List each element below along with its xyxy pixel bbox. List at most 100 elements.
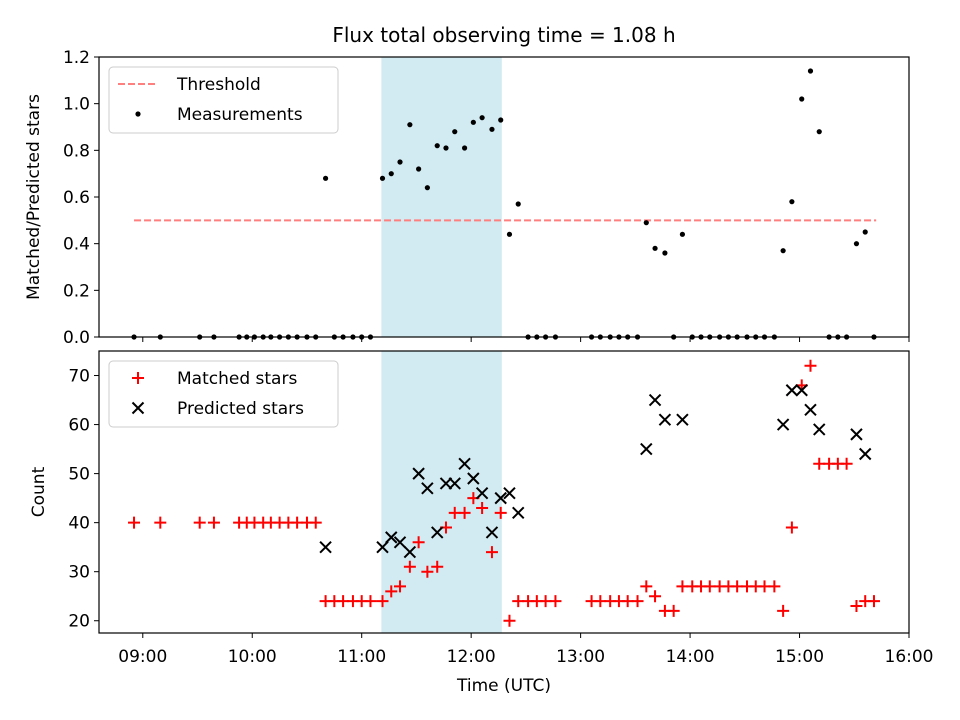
measurement-point [652, 245, 658, 251]
measurement-point [461, 145, 468, 151]
y-tick-label: 40 [68, 514, 90, 534]
predicted-star-point [776, 418, 790, 431]
matched-star-point [476, 501, 489, 514]
measurement-point [506, 231, 513, 237]
predicted-star-point [795, 384, 808, 397]
matched-star-point [421, 565, 434, 578]
predicted-star-point [850, 428, 863, 441]
measurement-point [470, 119, 476, 125]
legend: Matched stars Predicted stars [108, 360, 339, 428]
measurement-point [479, 115, 485, 121]
predicted-star-point [640, 442, 653, 456]
predicted-star-point [475, 487, 489, 500]
measurement-point [388, 171, 394, 177]
predicted-star-point [485, 526, 499, 539]
legend-x-swatch [131, 401, 145, 415]
predicted-star-point [412, 467, 425, 480]
predicted-star-point [421, 482, 434, 495]
matched-star-point [431, 560, 444, 573]
predicted-star-point [494, 491, 507, 505]
y-tick-label: 0.8 [63, 141, 90, 161]
measurement-point [452, 129, 458, 135]
matched-star-point [485, 546, 498, 559]
y-tick-label: 20 [68, 612, 90, 632]
matched-star-point [667, 604, 680, 617]
measurement-point [379, 175, 386, 181]
predicted-star-point [467, 472, 480, 485]
measurement-point [789, 199, 795, 205]
matched-star-point [640, 580, 653, 593]
matched-star-point [207, 516, 220, 529]
y-tick-label: 0.0 [63, 328, 90, 348]
plot-frame [98, 350, 910, 634]
legend-box [108, 360, 339, 428]
measurement-point [780, 248, 786, 254]
y-tick-label: 0.2 [63, 281, 90, 301]
predicted-star-point [393, 536, 407, 549]
matched-star-point [309, 516, 322, 529]
predicted-star-point [376, 540, 389, 554]
y-axis-label: Count [29, 466, 49, 517]
legend-box [108, 66, 339, 134]
predicted-star-point [785, 384, 799, 397]
top-panel: 0.0 0.2 0.4 0.6 0.8 1.0 1.2 Matched/Predicted s… [24, 48, 910, 348]
shaded-span [381, 57, 502, 337]
y-axis-label: Matched/Predicted stars [24, 94, 44, 300]
bottom-panel: 20 30 40 50 60 70 09:00 10:00 11:00 12:00 13:00 14:… [29, 350, 934, 696]
predicted-star-point [512, 506, 525, 520]
chart-title: Flux total observing time = 1.08 h [332, 23, 675, 47]
matched-star-point [394, 580, 407, 593]
measurement-point [424, 185, 430, 191]
predicted-star-point [676, 413, 689, 426]
legend-dot-swatch [135, 111, 141, 117]
measurement-point [416, 166, 422, 172]
predicted-star-point [448, 477, 461, 490]
matched-star-point [867, 595, 880, 608]
predicted-star-point [813, 423, 826, 436]
legend: Threshold Measurements [108, 66, 339, 134]
matched-star-point [785, 521, 798, 534]
predicted-star-point [503, 487, 516, 500]
legend-label: Matched stars [177, 369, 297, 389]
y-tick-label: 1.0 [63, 95, 90, 115]
predicted-star-point [658, 413, 672, 426]
matched-star-point [840, 457, 853, 470]
x-tick-label: 10:00 [228, 647, 277, 667]
matched-star-point [403, 560, 416, 573]
measurement-point [816, 129, 822, 135]
x-tick-label: 14:00 [666, 647, 715, 667]
matched-star-point [768, 580, 781, 593]
measurement-point [434, 143, 440, 149]
matched-star-point [494, 506, 507, 519]
measurement-point [853, 241, 860, 247]
predicted-star-point [385, 531, 398, 544]
x-axis-label: Time (UTC) [456, 676, 551, 696]
predicted-star-point [458, 457, 471, 471]
legend-label: Measurements [177, 105, 303, 125]
predicted-star-point [648, 393, 662, 407]
matched-star-point [777, 604, 790, 617]
y-tick-label: 0.6 [63, 188, 90, 208]
measurement-point [799, 96, 805, 102]
predicted-star-point [431, 526, 444, 539]
predicted-star-point [804, 403, 817, 417]
y-tick-label: 1.2 [63, 48, 90, 68]
x-tick-label: 16:00 [885, 647, 934, 667]
measurement-point [443, 145, 449, 151]
measurement-point [862, 229, 868, 235]
x-tick-label: 13:00 [556, 647, 605, 667]
matched-star-point [631, 595, 644, 608]
measurement-point [322, 175, 329, 181]
matched-star-point [364, 595, 377, 608]
matched-star-point [412, 536, 425, 549]
y-tick-label: 0.4 [63, 235, 90, 255]
matched-star-point [850, 600, 863, 613]
predicted-star-point [403, 545, 417, 559]
measurement-point [397, 159, 403, 165]
measurement-point [662, 250, 668, 256]
predicted-star-point [319, 540, 332, 554]
matched-star-point [376, 595, 389, 608]
matched-star-point [549, 595, 562, 608]
predicted-star-point [439, 477, 453, 490]
y-tick-label: 50 [68, 465, 90, 485]
